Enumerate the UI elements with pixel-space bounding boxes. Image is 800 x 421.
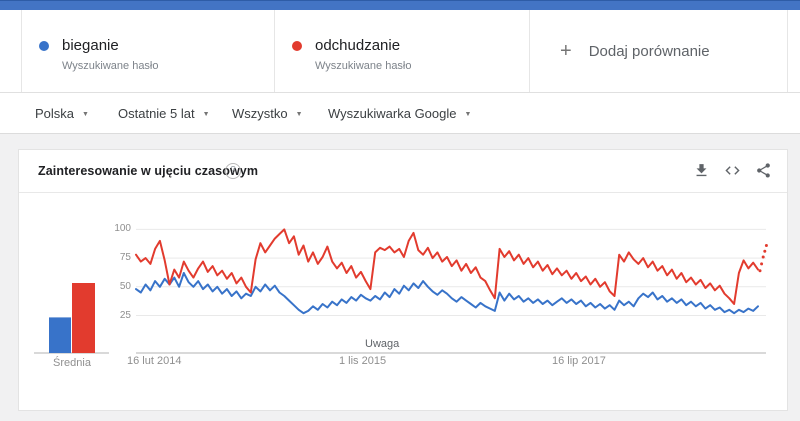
filter-time-range[interactable]: Ostatnie 5 lat ▼ [118, 93, 210, 133]
embed-icon[interactable] [724, 162, 741, 179]
term-color-dot-icon [292, 41, 302, 51]
axis-annotation: Uwaga [365, 338, 400, 350]
term-label: bieganie [62, 37, 119, 54]
term-sublabel: Wyszukiwane hasło [315, 60, 412, 72]
term-card-bieganie[interactable]: bieganie Wyszukiwane hasło [21, 10, 275, 92]
x-tick-2017: 16 lip 2017 [552, 355, 606, 367]
filter-search-type[interactable]: Wyszukiwarka Google ▼ [328, 93, 471, 133]
add-comparison-card[interactable]: + Dodaj porównanie [530, 10, 788, 92]
app-header-bar [0, 0, 800, 10]
filter-region-label: Polska [35, 105, 75, 121]
share-icon[interactable] [755, 162, 772, 179]
add-comparison-label: Dodaj porównanie [588, 42, 710, 60]
term-card-text: odchudzanie Wyszukiwane hasło [315, 38, 412, 92]
filter-category[interactable]: Wszystko ▼ [232, 93, 303, 133]
y-tick-50: 50 [119, 281, 131, 292]
term-card-text: bieganie Wyszukiwane hasło [62, 38, 159, 92]
term-color-dot-icon [39, 41, 49, 51]
filter-category-label: Wszystko [232, 105, 288, 121]
chart-card: Zainteresowanie w ujęciu czasowym ? 100 … [18, 149, 788, 411]
download-icon[interactable] [693, 162, 710, 179]
term-sublabel: Wyszukiwane hasło [62, 60, 159, 72]
y-tick-25: 25 [119, 310, 131, 321]
help-icon[interactable]: ? [225, 163, 241, 179]
y-tick-75: 75 [119, 252, 131, 263]
chart-actions [693, 162, 772, 179]
term-label: odchudzanie [315, 37, 401, 54]
chart-card-header: Zainteresowanie w ujęciu czasowym ? [19, 150, 787, 193]
filter-time-range-label: Ostatnie 5 lat [118, 105, 195, 121]
comparison-row: bieganie Wyszukiwane hasło odchudzanie W… [0, 10, 800, 93]
chevron-down-icon: ▼ [295, 110, 303, 118]
average-axis-label: Średnia [53, 357, 91, 369]
term-card-odchudzanie[interactable]: odchudzanie Wyszukiwane hasło [275, 10, 530, 92]
filter-search-type-label: Wyszukiwarka Google [328, 105, 457, 121]
y-tick-100: 100 [114, 223, 131, 234]
x-tick-2014: 16 lut 2014 [127, 355, 182, 367]
chevron-down-icon: ▼ [82, 110, 89, 118]
filter-region[interactable]: Polska ▼ [35, 93, 89, 133]
chevron-down-icon: ▼ [202, 110, 210, 118]
chevron-down-icon: ▼ [464, 110, 472, 118]
chart-title: Zainteresowanie w ujęciu czasowym [38, 164, 259, 178]
x-tick-2015: 1 lis 2015 [339, 355, 387, 367]
trend-chart-plot[interactable] [19, 192, 787, 410]
filter-bar: Polska ▼ Ostatnie 5 lat ▼ Wszystko ▼ Wys… [0, 93, 800, 134]
plus-icon: + [560, 40, 572, 62]
chart-body: 100 75 50 25 16 lut 2014 1 lis 2015 16 l… [19, 192, 787, 410]
